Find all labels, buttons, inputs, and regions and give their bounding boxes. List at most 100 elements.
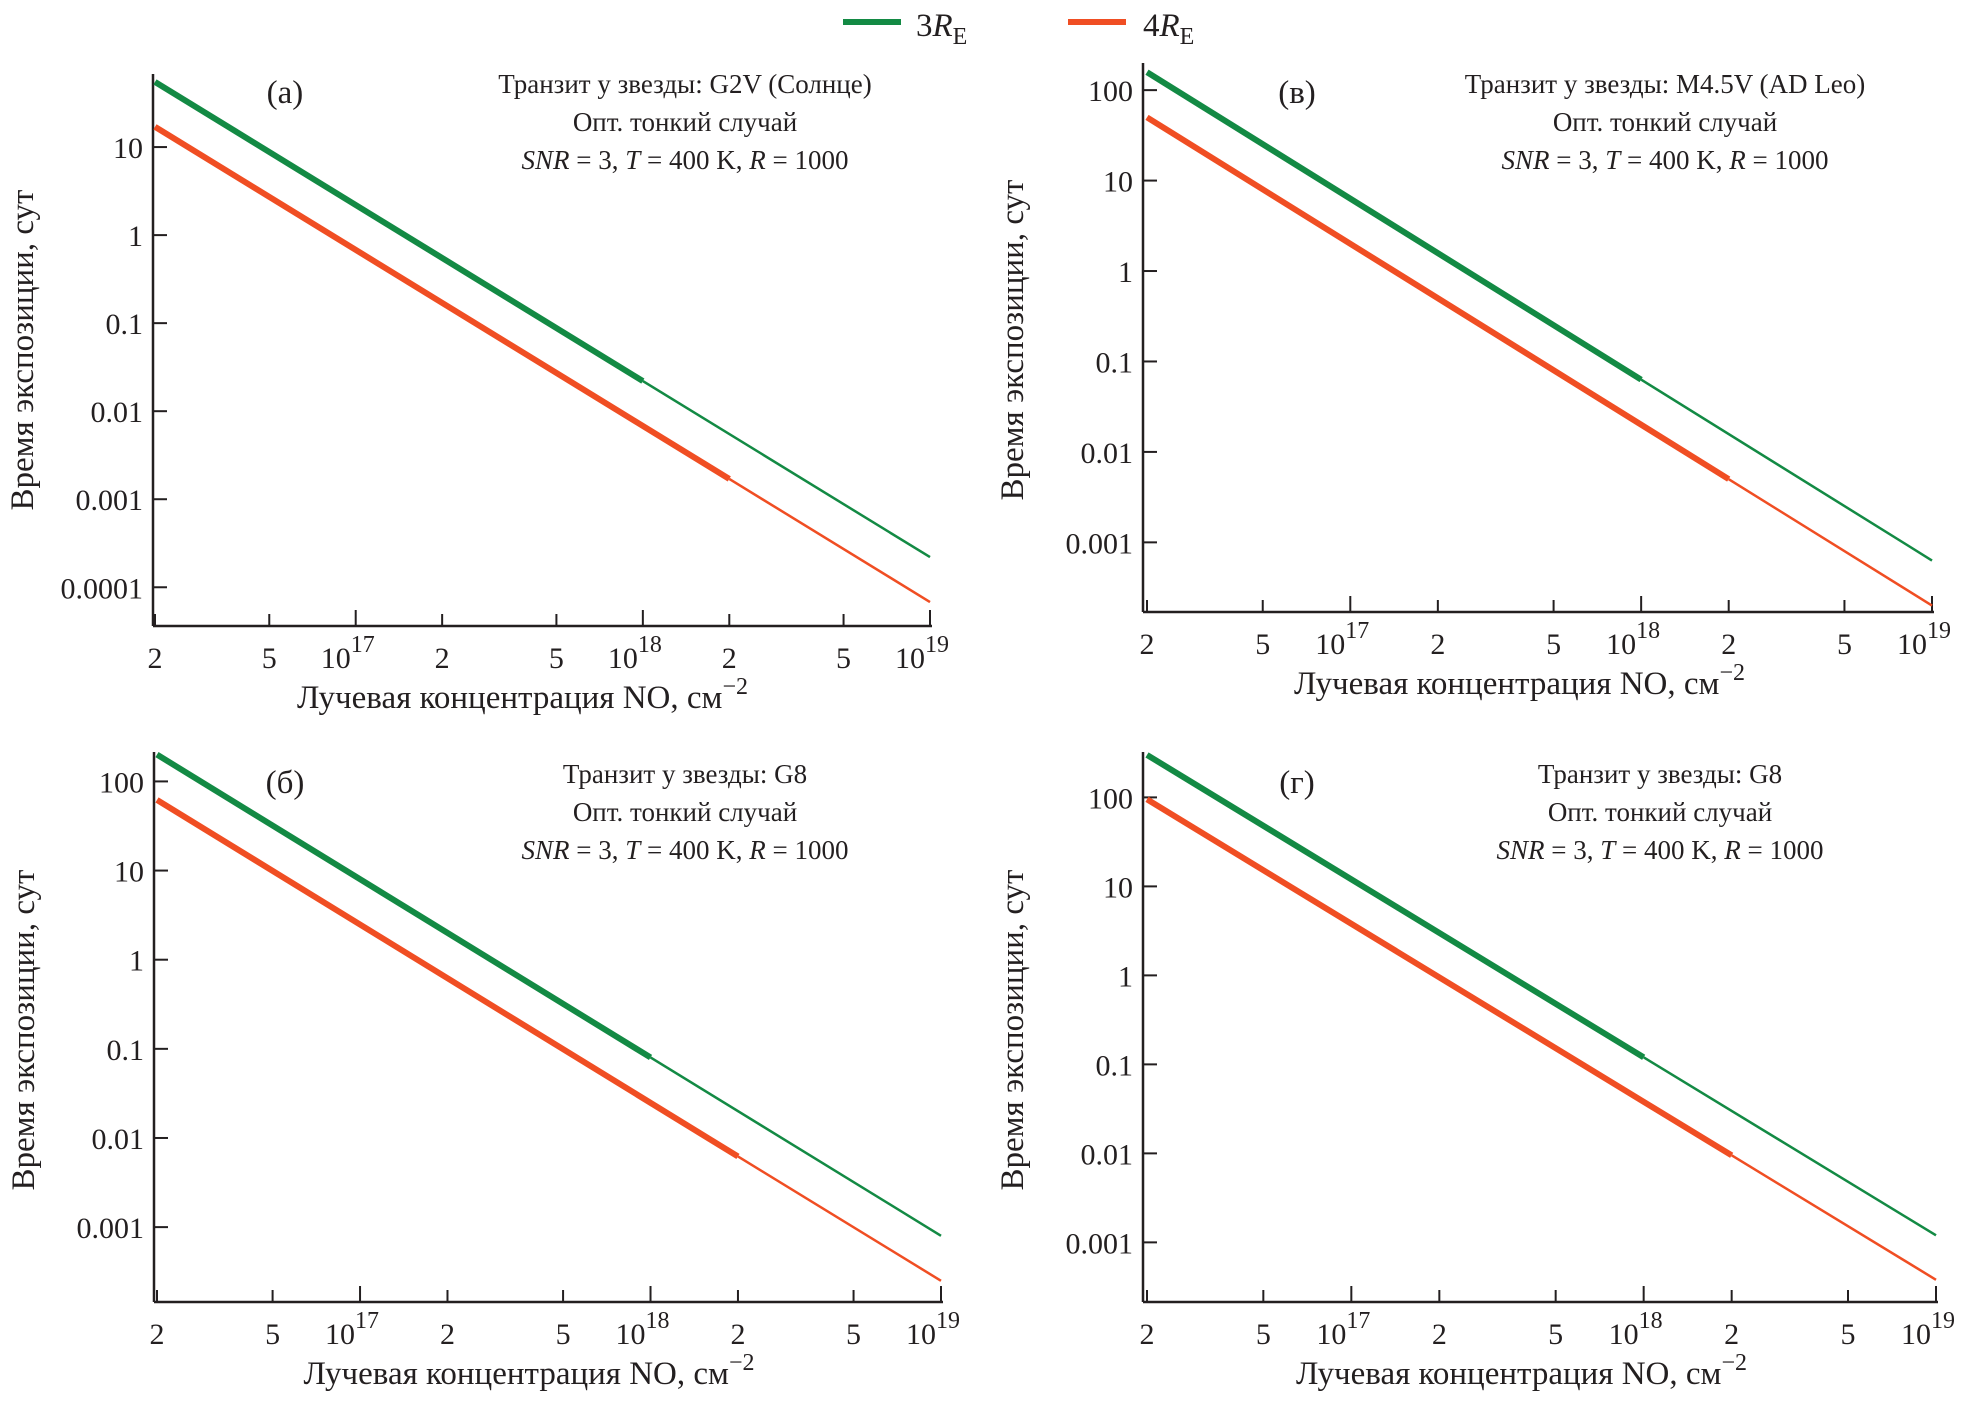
series-line-thin: [728, 477, 931, 604]
annotation-line: Транзит у звезды: G8: [1538, 759, 1782, 789]
annotation-line: Транзит у звезды: G2V (Солнце): [498, 69, 871, 99]
x-tick-label: 1018: [1606, 618, 1660, 661]
x-tick-label: 5: [846, 1318, 861, 1351]
y-tick-label: 0.001: [1066, 527, 1134, 560]
series-line-thick: [153, 79, 645, 384]
y-tick-label: 0.1: [107, 1034, 145, 1067]
x-axis-title: Лучевая концентрация NO, см−2: [1294, 660, 1745, 702]
x-tick-label: 2: [730, 1318, 745, 1351]
x-tick-label: 5: [1837, 628, 1852, 661]
x-axis-title: Лучевая концентрация NO, см−2: [1296, 1350, 1747, 1392]
series-3re: [1145, 752, 1937, 1237]
x-tick-label: 2: [722, 642, 737, 675]
y-tick-label: 1: [129, 945, 144, 978]
y-tick-label: 1: [1118, 256, 1133, 289]
x-tick-label: 1017: [325, 1308, 379, 1351]
series-line-thick: [153, 124, 731, 482]
y-tick-label: 0.0001: [61, 572, 144, 605]
x-tick-label: 2: [1140, 1318, 1155, 1351]
y-tick-label: 100: [1088, 75, 1133, 108]
series-line-thin: [1731, 1154, 1937, 1281]
annotation-line: SNR = 3, T = 400 K, R = 1000: [522, 145, 849, 175]
x-tick-label: 5: [836, 642, 851, 675]
x-tick-label: 5: [1546, 628, 1561, 661]
y-tick-label: 0.001: [76, 484, 144, 517]
legend-label: 4RE: [1143, 8, 1194, 50]
panels: 10 1 0.1 0.01 0.001 0.0001 2 5 1017 2 5 1018 2 5 1019 Л…: [5, 63, 1955, 1392]
panel: 100 10 1 0.1 0.01 0.001 2 5 1017 2 5 1018 2 5 1019 Луче…: [995, 752, 1955, 1392]
panel-label: (б): [266, 765, 305, 801]
x-tick-label: 1019: [895, 632, 949, 675]
annotation-line: Опт. тонкий случай: [1548, 797, 1772, 827]
y-tick-label: 0.1: [106, 308, 144, 341]
y-tick-label: 10: [113, 132, 143, 165]
legend-item: 4RE: [1068, 8, 1194, 50]
legend: 3RE 4RE: [843, 8, 1194, 50]
series-3re: [155, 752, 942, 1237]
series-line-thick: [1145, 752, 1646, 1060]
x-axis-title: Лучевая концентрация NO, см−2: [304, 1350, 755, 1392]
x-tick-label: 2: [1140, 628, 1155, 661]
annotation-line: SNR = 3, T = 400 K, R = 1000: [1497, 835, 1824, 865]
series-line-thin: [737, 1155, 942, 1282]
x-axis-title: Лучевая концентрация NO, см−2: [297, 674, 748, 716]
y-tick-label: 10: [1103, 871, 1133, 904]
x-tick-label: 5: [1256, 1318, 1271, 1351]
x-tick-label: 5: [1840, 1318, 1855, 1351]
x-tick-label: 2: [1721, 628, 1736, 661]
series-line-thin: [1728, 478, 1933, 607]
annotation-line: Опт. тонкий случай: [1553, 107, 1777, 137]
y-tick-label: 0.1: [1096, 1049, 1134, 1082]
panel-label: (а): [267, 75, 304, 111]
series-line-thin: [1640, 378, 1933, 562]
y-tick-label: 0.01: [92, 1123, 145, 1156]
x-tick-label: 1019: [1901, 1308, 1955, 1351]
x-tick-label: 2: [1430, 628, 1445, 661]
y-tick-label: 0.001: [77, 1212, 145, 1245]
panel: 10 1 0.1 0.01 0.001 0.0001 2 5 1017 2 5 1018 2 5 1019 Л…: [5, 69, 949, 716]
y-tick-label: 10: [1103, 166, 1133, 199]
y-tick-label: 0.001: [1066, 1227, 1134, 1260]
annotation-line: Транзит у звезды: G8: [563, 759, 807, 789]
series-3re: [153, 79, 931, 559]
x-tick-label: 1018: [616, 1308, 670, 1351]
series-line-thick: [155, 797, 740, 1160]
panel: 100 10 1 0.1 0.01 0.001 2 5 1017 2 5 1018 2 5 1019 Луче…: [6, 752, 960, 1392]
legend-item: 3RE: [843, 8, 967, 50]
series-line-thin: [642, 379, 931, 559]
series-4re: [155, 797, 942, 1282]
y-tick-label: 0.01: [1081, 1138, 1134, 1171]
x-tick-label: 1018: [1609, 1308, 1663, 1351]
y-axis-title: Время экспозиции, сут: [5, 190, 41, 511]
series-3re: [1145, 69, 1933, 562]
x-tick-label: 5: [1548, 1318, 1563, 1351]
annotation-line: Опт. тонкий случай: [573, 107, 797, 137]
x-tick-label: 1017: [321, 632, 375, 675]
y-tick-label: 100: [1088, 782, 1133, 815]
y-axis-title: Время экспозиции, сут: [995, 870, 1031, 1191]
x-tick-label: 5: [262, 642, 277, 675]
y-tick-label: 1: [128, 220, 143, 253]
annotation-line: Опт. тонкий случай: [573, 797, 797, 827]
legend-label: 3RE: [916, 8, 967, 50]
x-tick-label: 5: [556, 1318, 571, 1351]
panel: 100 10 1 0.1 0.01 0.001 2 5 1017 2 5 1018 2 5 1019 Луче…: [995, 63, 1951, 702]
x-tick-label: 2: [1724, 1318, 1739, 1351]
annotation-line: Транзит у звезды: M4.5V (AD Leo): [1465, 69, 1865, 99]
y-axis-title: Время экспозиции, сут: [6, 870, 42, 1191]
y-tick-label: 0.01: [1081, 437, 1134, 470]
x-tick-label: 5: [265, 1318, 280, 1351]
series-line-thick: [1145, 114, 1731, 482]
x-tick-label: 5: [549, 642, 564, 675]
y-tick-label: 1: [1118, 960, 1133, 993]
series-line-thin: [649, 1056, 942, 1237]
y-tick-label: 0.01: [91, 396, 144, 429]
x-tick-label: 1019: [1897, 618, 1951, 661]
series-4re: [153, 124, 931, 604]
series-4re: [1145, 796, 1937, 1281]
x-tick-label: 5: [1255, 628, 1270, 661]
panel-label: (в): [1278, 75, 1316, 111]
annotation-line: SNR = 3, T = 400 K, R = 1000: [1502, 145, 1829, 175]
y-tick-label: 100: [99, 766, 144, 799]
